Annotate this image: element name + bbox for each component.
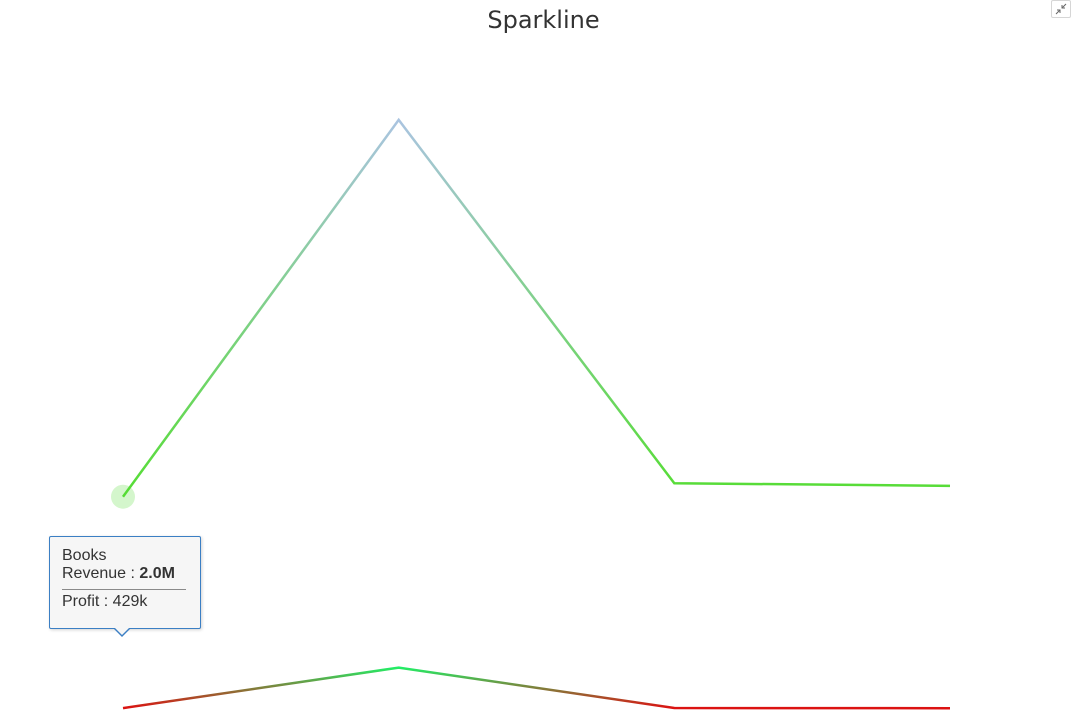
fullscreen-toggle-button[interactable] (1051, 0, 1071, 18)
tooltip-revenue-value: 2.0M (139, 565, 175, 582)
data-point-revenue-3[interactable] (946, 482, 954, 490)
series-layer (121, 117, 951, 710)
data-point-revenue-0[interactable] (119, 493, 127, 501)
data-point-profit-0[interactable] (119, 704, 127, 712)
tooltip: Books Revenue : 2.0M Profit : 429k (49, 536, 201, 629)
data-point-profit-1[interactable] (395, 664, 403, 672)
data-point-revenue-1[interactable] (395, 116, 403, 124)
tooltip-divider (62, 589, 186, 590)
tooltip-revenue-label: Revenue : (62, 565, 140, 582)
series-line-revenue (121, 117, 951, 498)
tooltip-pointer-fill (114, 627, 130, 635)
hover-halo (111, 484, 135, 509)
data-point-revenue-2[interactable] (670, 479, 678, 487)
tooltip-profit-row: Profit : 429k (62, 593, 148, 610)
chart-title: Sparkline (487, 6, 600, 34)
collapse-arrows-icon (1055, 3, 1067, 15)
point-layer (111, 116, 954, 712)
tooltip-revenue-row: Revenue : 2.0M (62, 565, 188, 583)
series-line-profit (122, 666, 951, 710)
data-point-profit-2[interactable] (670, 704, 678, 712)
data-point-profit-3[interactable] (946, 704, 954, 712)
tooltip-category: Books (62, 547, 107, 564)
